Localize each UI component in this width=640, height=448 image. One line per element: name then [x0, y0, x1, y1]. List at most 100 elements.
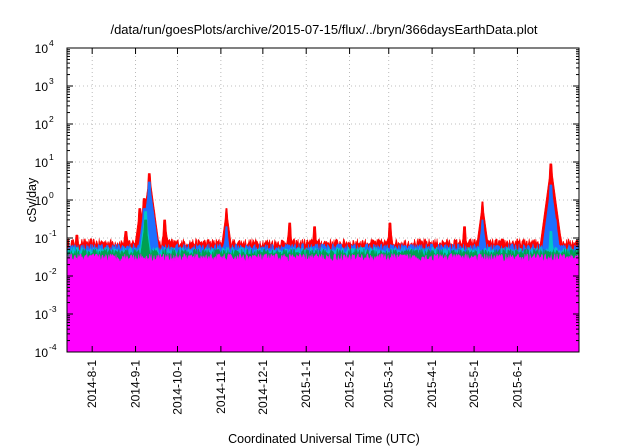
series-dropout [520, 293, 523, 352]
series-dropout [174, 293, 178, 352]
series-dropout [258, 293, 262, 352]
series-dropout [242, 293, 246, 352]
series-dropout [541, 293, 546, 352]
x-axis: 2014-8-1 2014-9-1 2014-10-1 2014-11-1 2014-1… [85, 48, 524, 415]
x-tick-label: 2015-1-1 [299, 360, 313, 408]
series-dropout [352, 293, 356, 352]
y-tick-exponent: 0 [49, 190, 54, 200]
series-dropout [468, 293, 472, 352]
series-dropout [501, 293, 506, 352]
series-dropout [179, 293, 183, 352]
series-dropout [98, 293, 100, 352]
series-dropout [108, 293, 111, 352]
series-dropout [433, 293, 435, 352]
grid [67, 48, 579, 352]
series-dropout [123, 293, 128, 352]
series-dropout [546, 293, 549, 352]
series-dropout [126, 293, 128, 352]
series-dropout [449, 293, 453, 352]
series-dropout [209, 293, 213, 352]
y-tick-label: 10 [35, 42, 49, 56]
series-dropout [185, 293, 189, 352]
series-dropout [213, 293, 216, 352]
series-dropout [363, 293, 366, 352]
series-dropout [307, 293, 311, 352]
series-dropout [414, 293, 417, 352]
y-tick-label: 10 [35, 118, 49, 132]
series-dropout [95, 293, 99, 352]
y-tick-exponent: -3 [49, 304, 57, 314]
series-dropout [395, 293, 398, 352]
x-tick-label: 2014-11-1 [214, 360, 228, 414]
x-axis-label: Coordinated Universal Time (UTC) [228, 432, 420, 446]
series-dropout [87, 293, 92, 352]
series-dropout [79, 293, 82, 352]
x-tick-label: 2014-9-1 [129, 360, 143, 408]
x-tick-label: 2015-5-1 [467, 360, 481, 408]
series-dropout [168, 293, 171, 352]
x-tick-label: 2015-2-1 [343, 360, 357, 408]
series-dropout [498, 293, 501, 352]
series-floor-band [67, 289, 579, 294]
series-dropout [281, 293, 284, 352]
series-dropout [143, 293, 147, 352]
series-dropout [381, 293, 384, 352]
series-dropout [464, 293, 468, 352]
y-tick-label: 10 [35, 270, 49, 284]
y-tick-label: 10 [35, 346, 49, 360]
y-tick-exponent: 2 [49, 114, 54, 124]
series-dropout [232, 293, 235, 352]
series-dropout [189, 293, 192, 352]
y-tick-label: 10 [35, 232, 49, 246]
series-dropout [473, 293, 476, 352]
series-dropout [346, 293, 348, 352]
series-dropout [83, 293, 86, 352]
series-dropout [287, 293, 289, 352]
series-dropout [476, 293, 479, 352]
y-tick-exponent: -2 [49, 266, 57, 276]
series-dropout [569, 293, 573, 352]
series-dropout [440, 293, 444, 352]
series-dropout [399, 293, 402, 352]
y-tick-label: 10 [35, 80, 49, 94]
y-tick-exponent: 3 [49, 76, 54, 86]
series-dropout [406, 293, 409, 352]
x-tick-label: 2015-6-1 [510, 360, 524, 408]
series-dropout [312, 293, 317, 352]
series-dropout [530, 293, 534, 352]
series-dropout [508, 293, 511, 352]
series-dropout [334, 293, 336, 352]
y-tick-exponent: -4 [49, 342, 57, 352]
series-dropout [359, 293, 363, 352]
series-dropout [373, 293, 377, 352]
series-dropout [478, 293, 481, 352]
series-dropout [162, 293, 166, 352]
y-tick-label: 10 [35, 156, 49, 170]
series-dropout [317, 293, 319, 352]
series-dropout [229, 293, 231, 352]
y-tick-label: 10 [35, 194, 49, 208]
series-dropout [303, 293, 306, 352]
series-dropout [455, 293, 458, 352]
series-dropout [76, 293, 80, 352]
series-dropout [260, 293, 264, 352]
y-axis-label: cSv/day [25, 177, 39, 222]
series-dropout [262, 293, 266, 352]
plot-area [67, 163, 579, 352]
series-dropout [223, 293, 226, 352]
series-dropout [205, 293, 207, 352]
series-dropout [316, 293, 319, 352]
series-dropout [290, 293, 293, 352]
series-dropout [103, 293, 106, 352]
series-dropout [574, 293, 578, 352]
x-tick-label: 2014-10-1 [171, 360, 185, 415]
series-dropout [99, 293, 103, 352]
series-dropout [92, 293, 94, 352]
series-dropout [528, 293, 532, 352]
series-dropout [292, 293, 296, 352]
series-dropout [408, 293, 411, 352]
series-dropout [135, 293, 138, 352]
series-dropout [394, 293, 397, 352]
series-dropout [299, 293, 303, 352]
